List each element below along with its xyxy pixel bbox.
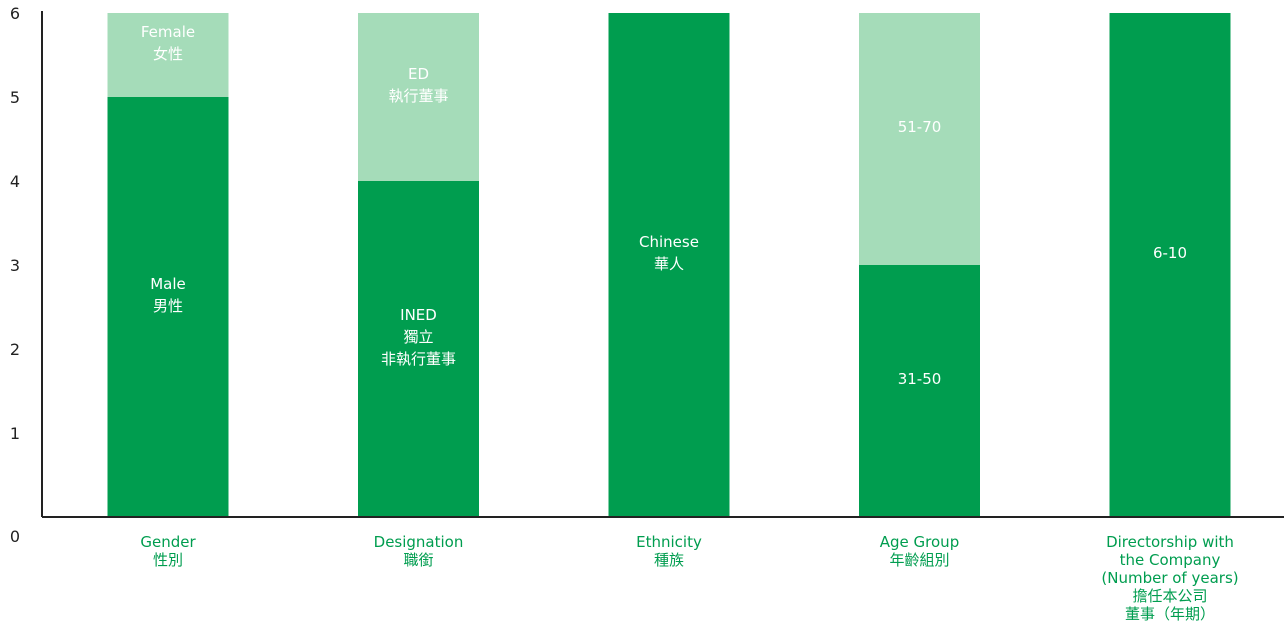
bar-group	[107, 13, 1231, 517]
segment-label: INED 獨立非執行董事	[381, 306, 456, 368]
segment-label: 6-10	[1153, 244, 1187, 262]
bar-segment	[859, 13, 980, 265]
y-tick-label: 1	[10, 424, 20, 443]
label-line: 職銜	[403, 551, 433, 569]
segment-label: ED 執行董事	[388, 65, 448, 105]
label-line: 執行董事	[388, 87, 448, 105]
bar-segment	[358, 13, 479, 181]
label-line: 擔任本公司	[1132, 587, 1207, 605]
label-line: Chinese	[639, 233, 699, 251]
label-line: the Company	[1120, 551, 1221, 569]
label-line: 非執行董事	[381, 350, 456, 368]
label-line: Ethnicity	[636, 533, 702, 551]
segment-label: Chinese 華人	[639, 233, 699, 273]
y-tick-label: 3	[10, 256, 20, 275]
label-line: 6-10	[1153, 244, 1187, 262]
bar-segment	[358, 181, 479, 517]
category-label-group: Gender 性別 Designation 職銜 Ethnicity 種族 Age Grou…	[140, 533, 1238, 623]
label-line: 獨立	[403, 328, 433, 346]
label-line: 年齡組別	[889, 551, 949, 569]
label-line: 種族	[654, 551, 684, 569]
label-line: INED	[400, 306, 437, 324]
label-line: Gender	[140, 533, 196, 551]
label-line: 31-50	[898, 370, 942, 388]
label-line: Female	[141, 23, 195, 41]
y-tick-label: 0	[10, 527, 20, 546]
y-axis-ticks: 0 1 2 3 4 5 6	[10, 4, 20, 546]
axes	[41, 11, 1284, 518]
label-line: 華人	[654, 255, 684, 273]
bar-segment	[859, 265, 980, 517]
bar-segment	[107, 13, 229, 97]
category-label: Gender 性別	[140, 533, 196, 569]
segment-label-group: Male 男性 Female 女性 INED 獨立非執行董事 ED 執行董事 Chinese 華人…	[141, 23, 1187, 388]
bar-segment	[107, 97, 229, 517]
label-line: (Number of years)	[1101, 569, 1238, 587]
segment-label: 51-70	[898, 118, 942, 136]
category-label: Designation 職銜	[374, 533, 464, 569]
bar-segment	[1109, 13, 1231, 517]
label-line: 董事（年期）	[1125, 605, 1215, 623]
y-tick-label: 4	[10, 172, 20, 191]
segment-label: Male 男性	[150, 275, 186, 315]
label-line: ED	[408, 65, 429, 83]
label-line: 51-70	[898, 118, 942, 136]
y-tick-label: 2	[10, 340, 20, 359]
label-line: Directorship with	[1106, 533, 1234, 551]
category-label: Directorship with the Company (Number of y…	[1101, 533, 1238, 623]
category-label: Age Group 年齡組別	[880, 533, 959, 569]
label-line: 性別	[153, 551, 183, 569]
label-line: Designation	[374, 533, 464, 551]
label-line: 女性	[153, 45, 183, 63]
category-label: Ethnicity 種族	[636, 533, 702, 569]
y-tick-label: 6	[10, 4, 20, 23]
segment-label: 31-50	[898, 370, 942, 388]
bar-segment	[608, 13, 730, 517]
label-line: Male	[150, 275, 186, 293]
y-tick-label: 5	[10, 88, 20, 107]
label-line: Age Group	[880, 533, 959, 551]
segment-label: Female 女性	[141, 23, 195, 63]
label-line: 男性	[153, 297, 183, 315]
